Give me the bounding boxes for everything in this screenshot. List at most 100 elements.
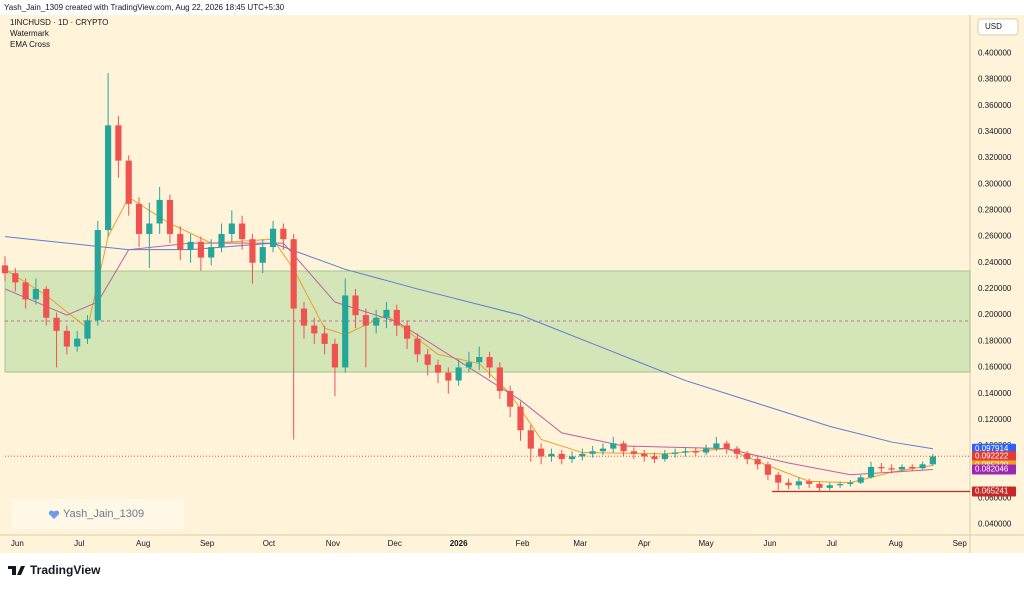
candle-body: [723, 443, 730, 449]
candle-body: [424, 354, 431, 365]
candle-body: [909, 466, 916, 469]
candle-body: [43, 288, 50, 318]
currency: USD: [985, 22, 1002, 31]
candle-body: [785, 482, 792, 486]
candle-body: [610, 443, 617, 449]
symbol: 1INCHUSD · 1D · CRYPTO: [10, 18, 108, 27]
y-tick-label: 0.060000: [978, 493, 1012, 502]
candle-body: [331, 343, 339, 368]
x-tick-label: Jun: [764, 539, 777, 548]
x-tick-label: Feb: [516, 539, 530, 548]
ema-line: [4, 196, 933, 484]
candle-body: [630, 451, 637, 454]
y-tick-label: 0.300000: [978, 179, 1012, 188]
candle-body: [455, 367, 462, 381]
candle-body: [795, 481, 802, 486]
y-tick-label: 0.040000: [978, 520, 1012, 529]
candle-body: [816, 483, 823, 488]
candle-body: [579, 453, 586, 457]
candle-body: [259, 247, 266, 263]
currency-box[interactable]: [977, 18, 1019, 36]
logo-icon: [8, 566, 25, 575]
candle-body: [692, 451, 699, 453]
x-tick-label: Jun: [11, 539, 24, 548]
candle-body: [321, 333, 328, 344]
y-tick-label: 0.320000: [978, 153, 1012, 162]
candle-body: [290, 239, 297, 309]
candle-body: [166, 199, 174, 234]
candle-body: [599, 448, 607, 452]
x-tick-label: Jul: [74, 539, 84, 548]
candle-body: [527, 430, 534, 449]
footer-brand: TradingView: [30, 563, 101, 577]
candle-body: [362, 315, 369, 326]
candle-body: [115, 125, 122, 161]
candle-body: [548, 453, 555, 457]
y-tick-label: 0.160000: [978, 363, 1012, 372]
candle-body: [744, 453, 751, 460]
candle-body: [847, 482, 854, 484]
candle-body: [208, 247, 215, 258]
candle-body: [197, 241, 204, 258]
x-tick-label: May: [699, 539, 714, 548]
candle-body: [733, 448, 741, 454]
candle-body: [713, 443, 720, 449]
candle-body: [919, 464, 926, 469]
candle-body: [156, 199, 163, 224]
candle-body: [486, 356, 493, 368]
candle-body: [507, 391, 514, 407]
candle-body: [342, 295, 349, 368]
y-tick-label: 0.340000: [978, 127, 1012, 136]
candle-body: [620, 443, 627, 452]
y-tick-label: 0.200000: [978, 310, 1012, 319]
zone: [4, 270, 971, 373]
ema-line: [4, 242, 933, 476]
y-tick-label: 0.120000: [978, 415, 1012, 424]
x-tick-label: Jul: [827, 539, 837, 548]
candle-body: [775, 474, 782, 483]
watermark-box: [12, 499, 184, 529]
candle-body: [465, 362, 473, 368]
price-tag-label: 0.082046: [975, 465, 1009, 474]
candle-body: [1, 265, 9, 274]
candle-body: [837, 483, 844, 486]
candle-body: [311, 325, 318, 334]
candle-body: [898, 466, 906, 470]
candle-body: [135, 203, 143, 234]
candle-body: [146, 223, 153, 234]
candle-body: [476, 356, 483, 363]
candle-body: [373, 317, 380, 326]
y-tick-label: 0.260000: [978, 232, 1012, 241]
price-tag-label: 0.097914: [975, 444, 1009, 453]
y-tick-label: 0.180000: [978, 336, 1012, 345]
candle-body: [269, 228, 277, 248]
heart-icon: [48, 510, 60, 519]
candle-body: [517, 406, 524, 431]
candle-body: [826, 485, 833, 488]
candle-body: [496, 367, 503, 392]
candle-body: [672, 452, 679, 454]
x-tick-label: Nov: [326, 539, 340, 548]
credit: Yash_Jain_1309 created with TradingView.…: [4, 3, 285, 12]
candle-body: [857, 477, 864, 483]
candle-body: [125, 160, 132, 204]
candle-body: [651, 456, 658, 460]
candle-body: [661, 453, 668, 460]
candle-body: [32, 288, 40, 300]
indicator: EMA Cross: [10, 40, 50, 49]
candle-body: [228, 223, 235, 234]
candle-body: [218, 233, 225, 248]
plot: [1, 72, 971, 493]
candle-body: [806, 481, 813, 484]
price-tag: [972, 486, 1016, 497]
candle-body: [177, 233, 184, 250]
candle-body: [558, 453, 565, 460]
y-tick-label: 0.220000: [978, 284, 1012, 293]
candle-body: [280, 228, 287, 240]
candle-body: [249, 239, 256, 263]
candle-body: [445, 372, 452, 381]
candle-body: [84, 320, 91, 339]
candle-body: [403, 325, 411, 339]
candle-body: [929, 456, 936, 465]
